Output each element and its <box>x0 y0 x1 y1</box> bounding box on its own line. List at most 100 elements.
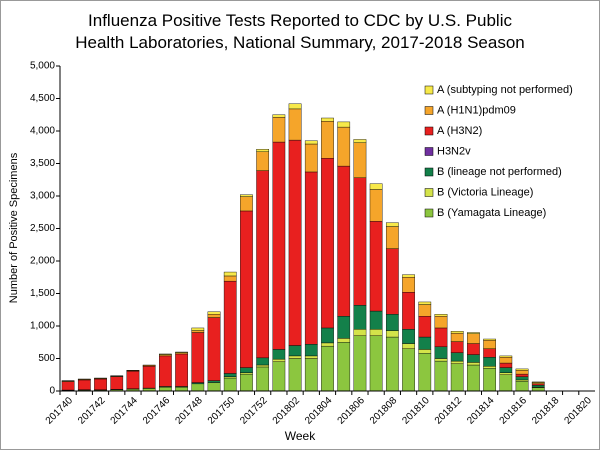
bar-segment <box>499 374 513 392</box>
y-tick-label: 3,500 <box>30 158 55 169</box>
bar-segment <box>467 354 480 363</box>
bar-segment <box>207 317 221 381</box>
y-tick-label: 3,000 <box>30 191 55 202</box>
bar-segment <box>402 348 415 392</box>
bar-segment <box>402 292 415 330</box>
bar-segment <box>515 373 529 377</box>
bar-segment <box>207 311 221 315</box>
legend-swatch <box>424 208 434 218</box>
bar-segment <box>467 364 480 392</box>
y-tick-label: 2,500 <box>30 223 55 234</box>
bar-segment <box>256 364 270 368</box>
bar-segment <box>467 362 480 366</box>
bar-segment <box>450 360 464 364</box>
bar-segment <box>321 121 334 159</box>
bar-segment <box>337 342 351 392</box>
bar-segment <box>337 121 351 128</box>
y-tick-label: 0 <box>49 386 55 397</box>
bar-segment <box>515 370 529 375</box>
bar-segment <box>467 332 480 334</box>
bar-segment <box>272 361 286 392</box>
bar-segment <box>418 301 432 305</box>
bar-segment <box>402 343 415 349</box>
bar-segment <box>126 370 140 389</box>
bar-segment <box>321 327 334 344</box>
y-tick-label: 5,000 <box>30 61 55 72</box>
bar-segment <box>304 344 318 357</box>
bar-segment <box>337 338 351 343</box>
legend-swatch <box>424 167 434 177</box>
bar-segment <box>240 373 253 392</box>
legend-label: B (lineage not performed) <box>437 166 562 178</box>
bar-segment <box>223 280 237 374</box>
bar-segment <box>434 360 448 392</box>
bar-segment <box>77 379 91 390</box>
bar-segment <box>353 329 367 336</box>
bar-segment <box>223 275 237 282</box>
bar-segment <box>402 329 415 344</box>
bar-segment <box>191 330 205 333</box>
bar-segment <box>272 141 286 350</box>
legend-swatch <box>424 188 434 197</box>
bar-segment <box>499 362 513 368</box>
legend-label: A (subtyping not performed) <box>437 84 573 96</box>
bar-segment <box>272 117 286 143</box>
y-tick-label: 4,500 <box>30 93 55 104</box>
bar-segment <box>369 221 383 312</box>
bar-segment <box>223 373 237 377</box>
bar-segment <box>450 363 464 392</box>
bar-segment <box>288 139 302 346</box>
bar-segment <box>240 196 253 212</box>
bar-segment <box>94 378 107 390</box>
bar-segment <box>434 358 448 362</box>
y-tick-label: 2,000 <box>30 256 55 267</box>
legend-label: A (H3N2) <box>437 125 482 137</box>
bar-segment <box>385 330 399 338</box>
bar-segment <box>385 314 399 331</box>
bar-segment <box>288 103 302 110</box>
bar-segment <box>450 341 464 353</box>
y-tick-label: 1,000 <box>30 321 55 332</box>
bar-segment <box>402 277 415 293</box>
bar-segment <box>434 346 448 359</box>
y-tick-label: 1,500 <box>30 288 55 299</box>
bar-segment <box>369 310 383 330</box>
bar-segment <box>240 210 253 368</box>
bar-segment <box>256 357 270 366</box>
bar-segment <box>175 386 188 392</box>
bar-segment <box>385 226 399 249</box>
bar-segment <box>110 376 124 390</box>
bar-segment <box>450 331 464 334</box>
bar-segment <box>369 335 383 392</box>
bar-segment <box>175 351 188 353</box>
bar-segment <box>418 336 432 350</box>
legend-swatch <box>424 147 434 156</box>
legend-swatch <box>424 85 434 95</box>
bar-segment <box>304 358 318 392</box>
bar-segment <box>288 355 302 359</box>
bar-segment <box>353 335 367 392</box>
bar-segment <box>159 386 172 392</box>
bar-segment <box>191 383 205 392</box>
bar-segment <box>353 305 367 330</box>
bar-segment <box>402 274 415 278</box>
bar-segment <box>483 368 496 392</box>
bar-segment <box>240 194 253 197</box>
bar-segment <box>256 148 270 152</box>
bar-segment <box>467 333 480 344</box>
bar-segment <box>207 382 221 392</box>
legend-swatch <box>424 106 434 115</box>
bar-segment <box>256 151 270 171</box>
bar-segment <box>321 345 334 392</box>
bar-segment <box>353 139 367 143</box>
bar-segment <box>483 338 496 341</box>
bar-segment <box>450 352 464 362</box>
bar-segment <box>256 170 270 359</box>
bar-segment <box>175 353 188 387</box>
y-tick-label: 4,000 <box>30 126 55 137</box>
bar-segment <box>159 355 172 387</box>
bar-segment <box>418 349 432 354</box>
bar-segment <box>385 248 399 315</box>
bar-segment <box>385 222 399 227</box>
bar-segment <box>61 381 75 391</box>
